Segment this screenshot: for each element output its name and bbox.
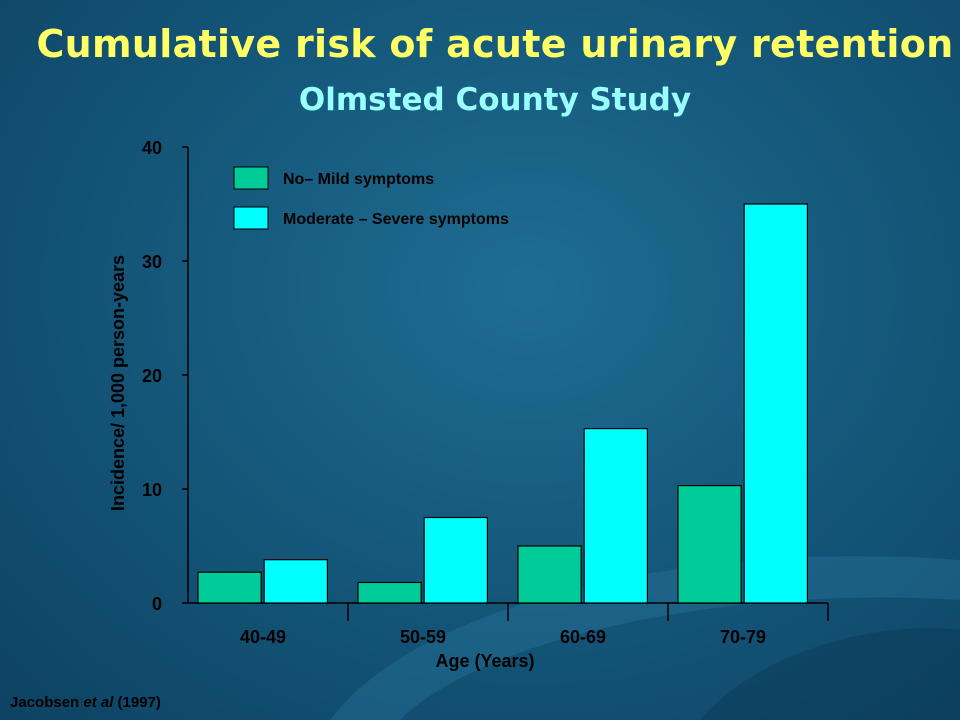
y-tick-label: 20 [142, 366, 162, 386]
bar-moderate-severe-40-49 [263, 559, 329, 604]
chart-title: Cumulative risk of acute urinary retenti… [36, 22, 954, 66]
x-tick-label: 40-49 [240, 627, 286, 647]
legend-label: Moderate – Severe symptoms [283, 211, 509, 228]
legend-swatch [233, 206, 269, 230]
chart-bars [197, 203, 809, 604]
legend-label: No– Mild symptoms [283, 171, 434, 188]
y-tick-label: 0 [152, 594, 162, 614]
legend-swatch [233, 166, 269, 190]
x-axis-label: Age (Years) [435, 651, 534, 671]
x-tick-label: 70-79 [720, 627, 766, 647]
chart-subtitle: Olmsted County Study [298, 82, 692, 118]
chart-axes: 0 10 20 30 40 40-49 50-59 60-69 70-79 [142, 138, 829, 647]
source-etal: et al [83, 694, 114, 711]
bar-no-mild-50-59 [357, 581, 422, 604]
y-tick-label: 40 [142, 138, 162, 158]
bar-moderate-severe-50-59 [423, 516, 489, 604]
bar-no-mild-40-49 [197, 571, 262, 604]
x-tick-label: 60-69 [560, 627, 606, 647]
source-year: (1997) [113, 694, 161, 711]
bar-no-mild-70-79 [677, 484, 742, 604]
x-tick-label: 50-59 [400, 627, 446, 647]
bar-moderate-severe-70-79 [743, 203, 809, 604]
bar-moderate-severe-60-69 [583, 427, 649, 604]
chart-legend: No– Mild symptoms Moderate – Severe sympt… [233, 166, 509, 230]
source-author: Jacobsen [10, 694, 84, 711]
bar-no-mild-60-69 [517, 545, 582, 604]
y-axis-label: Incidence/ 1,000 person-years [108, 255, 128, 511]
source-citation: Jacobsen et al (1997) [10, 694, 161, 711]
y-tick-label: 30 [142, 252, 162, 272]
y-tick-label: 10 [142, 480, 162, 500]
